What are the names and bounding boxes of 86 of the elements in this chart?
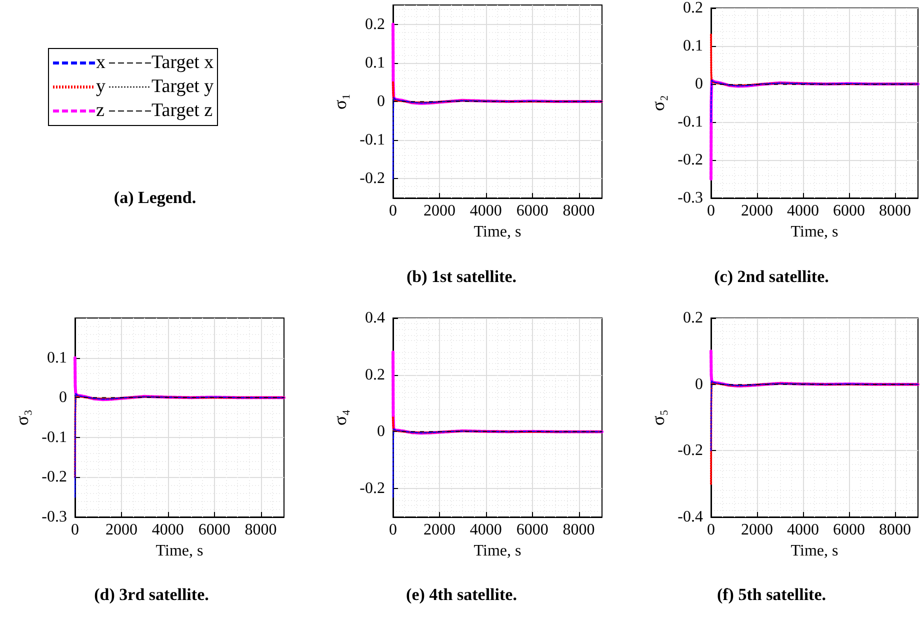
line-series — [74, 394, 285, 478]
y-tick-label: 0 — [695, 76, 703, 92]
text: (a) Legend. — [112, 188, 198, 208]
line-series — [392, 350, 604, 435]
x-axis-title: Time, s — [790, 542, 838, 560]
y-tick-label: -0.2 — [360, 170, 385, 188]
legend-label: z — [96, 99, 104, 123]
x-axis-title: Time, s — [474, 542, 522, 560]
x-tick-label: 0 — [707, 522, 715, 538]
x-tick-label: 8000 — [879, 202, 911, 220]
y-tick-label: 0.2 — [365, 16, 385, 33]
x-tick-label: 2000 — [423, 522, 456, 538]
y-tick-label: 0 — [695, 376, 703, 393]
x-tick-label: 8000 — [879, 522, 911, 538]
y-tick-label: -0.2 — [678, 442, 703, 460]
line-series — [392, 97, 603, 180]
line-series — [710, 78, 920, 180]
x-axis-title: Time, s — [156, 542, 204, 560]
x-tick-label: 8000 — [562, 202, 595, 220]
y-tick-label: 0.1 — [47, 349, 67, 366]
y-tick-label: 0.2 — [683, 0, 703, 16]
y-tick-label: -0.2 — [360, 480, 385, 498]
x-tick-label: 6000 — [198, 522, 230, 538]
x-tick-label: 2000 — [741, 522, 773, 538]
y-axis-title: σ₁ — [330, 94, 350, 110]
line-series — [392, 428, 603, 498]
text: (c) 2nd satellite. — [714, 267, 829, 286]
y-tick-label: 0 — [59, 389, 67, 406]
line-series — [710, 381, 919, 485]
legend-label: y — [96, 75, 106, 99]
x-tick-label: 4000 — [787, 522, 819, 538]
y-axis-title: σ₂ — [648, 95, 668, 111]
text: (d) 3rd satellite. — [94, 585, 209, 604]
y-tick-label: 0.1 — [365, 54, 385, 72]
x-tick-label: 6000 — [516, 202, 548, 220]
y-tick-label: -0.3 — [678, 190, 703, 206]
legend-label: Target y — [152, 75, 214, 99]
text: (e) 4th satellite. — [406, 585, 517, 604]
x-tick-label: 2000 — [105, 522, 138, 538]
legend-label: Target x — [152, 51, 214, 75]
x-tick-label: 4000 — [152, 522, 184, 538]
y-tick-label: -0.2 — [42, 468, 67, 486]
x-tick-label: 4000 — [787, 202, 819, 220]
x-tick-label: 4000 — [470, 202, 502, 220]
y-tick-label: -0.1 — [678, 114, 703, 130]
legend-label: Target z — [152, 99, 213, 123]
y-axis-title: σ₅ — [648, 410, 668, 426]
line-series — [392, 416, 603, 434]
y-tick-label: 0.1 — [683, 38, 703, 54]
x-tick-label: 8000 — [562, 522, 595, 538]
y-tick-label: 0.2 — [365, 366, 385, 384]
x-tick-label: 2000 — [423, 202, 456, 220]
text: (b) 1st satellite. — [406, 267, 517, 286]
x-tick-label: 6000 — [833, 522, 865, 538]
y-tick-label: -0.3 — [42, 508, 67, 526]
x-axis-title: Time, s — [790, 223, 838, 240]
x-tick-label: 6000 — [516, 522, 548, 538]
y-tick-label: -0.1 — [360, 132, 385, 149]
legend-label: x — [96, 51, 106, 75]
line-series — [710, 380, 919, 452]
x-tick-label: 6000 — [833, 202, 865, 220]
y-tick-label: 0 — [377, 423, 385, 440]
y-axis-title: σ₄ — [330, 410, 350, 426]
line-series — [710, 34, 919, 87]
y-tick-label: -0.2 — [678, 152, 703, 168]
text: (f) 5th satellite. — [716, 585, 826, 604]
y-axis-title: σ₃ — [12, 410, 32, 426]
x-tick-label: 2000 — [741, 202, 773, 220]
x-tick-label: 0 — [389, 522, 397, 538]
line-series — [392, 22, 604, 105]
x-tick-label: 0 — [71, 522, 79, 538]
line-series — [74, 356, 286, 402]
x-tick-label: 4000 — [470, 522, 502, 538]
line-series — [392, 81, 603, 104]
x-axis-title: Time, s — [474, 223, 522, 240]
y-tick-label: 0.4 — [365, 310, 385, 326]
y-tick-label: -0.1 — [42, 428, 67, 446]
line-series — [710, 350, 920, 388]
x-tick-label: 8000 — [244, 522, 277, 538]
line-series — [74, 393, 285, 498]
y-tick-label: 0.2 — [683, 310, 703, 326]
x-tick-label: 0 — [389, 202, 397, 220]
x-tick-label: 0 — [707, 202, 715, 220]
line-series — [710, 80, 919, 123]
y-tick-label: 0 — [377, 93, 385, 110]
y-tick-label: -0.4 — [678, 508, 703, 526]
